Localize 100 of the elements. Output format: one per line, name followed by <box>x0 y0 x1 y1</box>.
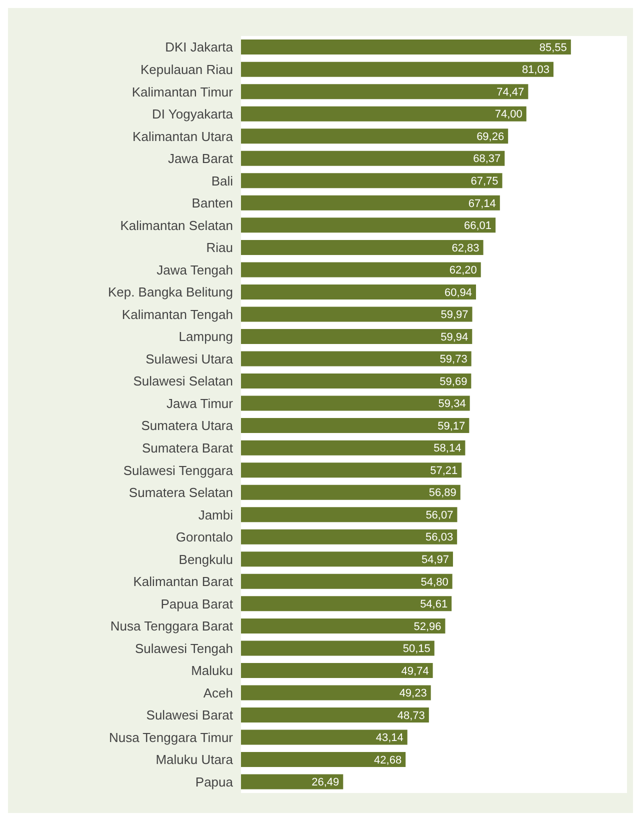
data-label: 56,03 <box>426 532 454 544</box>
bar <box>241 128 508 144</box>
bar <box>241 662 433 678</box>
data-label: 43,14 <box>376 732 404 744</box>
data-label: 59,97 <box>440 309 468 322</box>
data-label: 42,68 <box>374 754 402 766</box>
y-tick-label: Kepulauan Riau <box>140 62 233 78</box>
y-tick-label: Nusa Tenggara Barat <box>110 618 234 634</box>
data-label: 67,14 <box>468 198 496 210</box>
data-label: 66,01 <box>464 220 492 232</box>
y-tick-label: Gorontalo <box>176 530 233 545</box>
y-tick-label: Jambi <box>198 507 234 522</box>
bar <box>241 284 476 300</box>
y-tick-label: Kep. Bangka Belitung <box>108 284 233 300</box>
data-label: 68,37 <box>473 153 501 166</box>
y-tick-label: Sulawesi Tengah <box>134 640 233 656</box>
y-tick-label: Sulawesi Barat <box>146 708 234 723</box>
data-label: 56,07 <box>426 509 454 522</box>
bar <box>241 730 408 745</box>
bar <box>241 218 496 233</box>
data-label: 56,89 <box>428 487 456 500</box>
data-label: 50,15 <box>402 643 430 656</box>
y-tick-label: Kalimantan Timur <box>132 84 234 100</box>
y-tick-label: Sulawesi Utara <box>146 351 234 366</box>
y-tick-label: Jawa Tengah <box>156 262 233 278</box>
bar <box>241 507 458 522</box>
data-label: 49,23 <box>399 688 427 700</box>
data-label: 81,03 <box>522 64 550 76</box>
y-tick-label: Sulawesi Selatan <box>133 374 233 389</box>
data-label: 59,73 <box>440 354 468 366</box>
y-tick-label: DKI Jakarta <box>165 40 234 55</box>
bar <box>241 40 571 55</box>
data-label: 85,55 <box>539 42 567 54</box>
data-label: 59,34 <box>438 398 466 410</box>
y-tick-label: Maluku <box>191 663 233 678</box>
bar <box>241 374 472 389</box>
data-label: 74,00 <box>494 108 522 121</box>
bar <box>241 106 526 122</box>
y-tick-label: Sumatera Barat <box>142 440 234 456</box>
bar <box>241 306 472 322</box>
data-label: 57,21 <box>430 464 458 477</box>
bar <box>241 173 502 188</box>
data-label: 60,94 <box>444 286 472 299</box>
y-tick-label: Kalimantan Utara <box>132 128 234 144</box>
y-tick-label: Bali <box>211 173 234 188</box>
bar <box>241 84 528 100</box>
bar <box>241 262 481 278</box>
y-tick-label: Sulawesi Tenggara <box>123 462 234 478</box>
y-tick-label: Aceh <box>203 685 233 700</box>
data-label: 59,17 <box>438 420 466 432</box>
data-label: 62,83 <box>452 242 480 254</box>
bar <box>241 752 406 768</box>
data-label: 26,49 <box>312 776 340 789</box>
bar <box>241 708 429 723</box>
y-tick-label: Kalimantan Barat <box>133 574 234 590</box>
y-tick-label: Kalimantan Tengah <box>122 306 233 322</box>
bar <box>241 418 470 434</box>
bar <box>241 440 466 456</box>
data-label: 54,80 <box>420 576 448 588</box>
data-label: 59,94 <box>440 331 468 344</box>
bar <box>241 240 484 255</box>
y-tick-label: Banten <box>192 196 233 211</box>
bar <box>241 529 458 544</box>
data-label: 74,47 <box>496 86 524 98</box>
bar <box>241 150 505 166</box>
data-label: 49,74 <box>401 665 429 678</box>
data-label: 59,69 <box>440 376 468 388</box>
bar <box>241 596 452 612</box>
data-label: 67,75 <box>470 176 498 188</box>
bar <box>241 195 500 210</box>
data-label: 58,14 <box>434 442 462 455</box>
data-label: 52,96 <box>414 620 442 633</box>
y-tick-label: Riau <box>206 240 233 256</box>
bar <box>241 774 344 790</box>
y-tick-label: Sumatera Selatan <box>128 485 233 500</box>
bar <box>241 618 446 634</box>
data-label: 62,20 <box>449 264 477 277</box>
y-tick-label: Sumatera Utara <box>141 418 234 434</box>
bar <box>241 552 453 567</box>
bar <box>241 640 434 656</box>
data-label: 54,61 <box>420 598 448 611</box>
y-tick-label: Jawa Barat <box>168 151 234 166</box>
y-tick-label: Papua Barat <box>160 596 234 612</box>
data-label: 54,97 <box>421 554 449 566</box>
y-tick-label: Nusa Tenggara Timur <box>108 730 234 745</box>
bar <box>241 396 470 411</box>
data-label: 48,73 <box>397 710 425 722</box>
bar <box>241 329 472 344</box>
bar <box>241 351 472 366</box>
data-label: 69,26 <box>476 130 504 143</box>
y-tick-label: Bengkulu <box>178 552 233 567</box>
y-tick-label: Maluku Utara <box>156 752 234 768</box>
bar <box>241 685 431 700</box>
y-tick-label: DI Yogyakarta <box>152 106 234 122</box>
bar <box>241 62 554 77</box>
y-tick-label: Lampung <box>178 329 233 344</box>
y-tick-label: Papua <box>195 774 234 790</box>
bar <box>241 462 462 478</box>
bar <box>241 574 452 589</box>
y-tick-label: Jawa Timur <box>166 396 234 411</box>
